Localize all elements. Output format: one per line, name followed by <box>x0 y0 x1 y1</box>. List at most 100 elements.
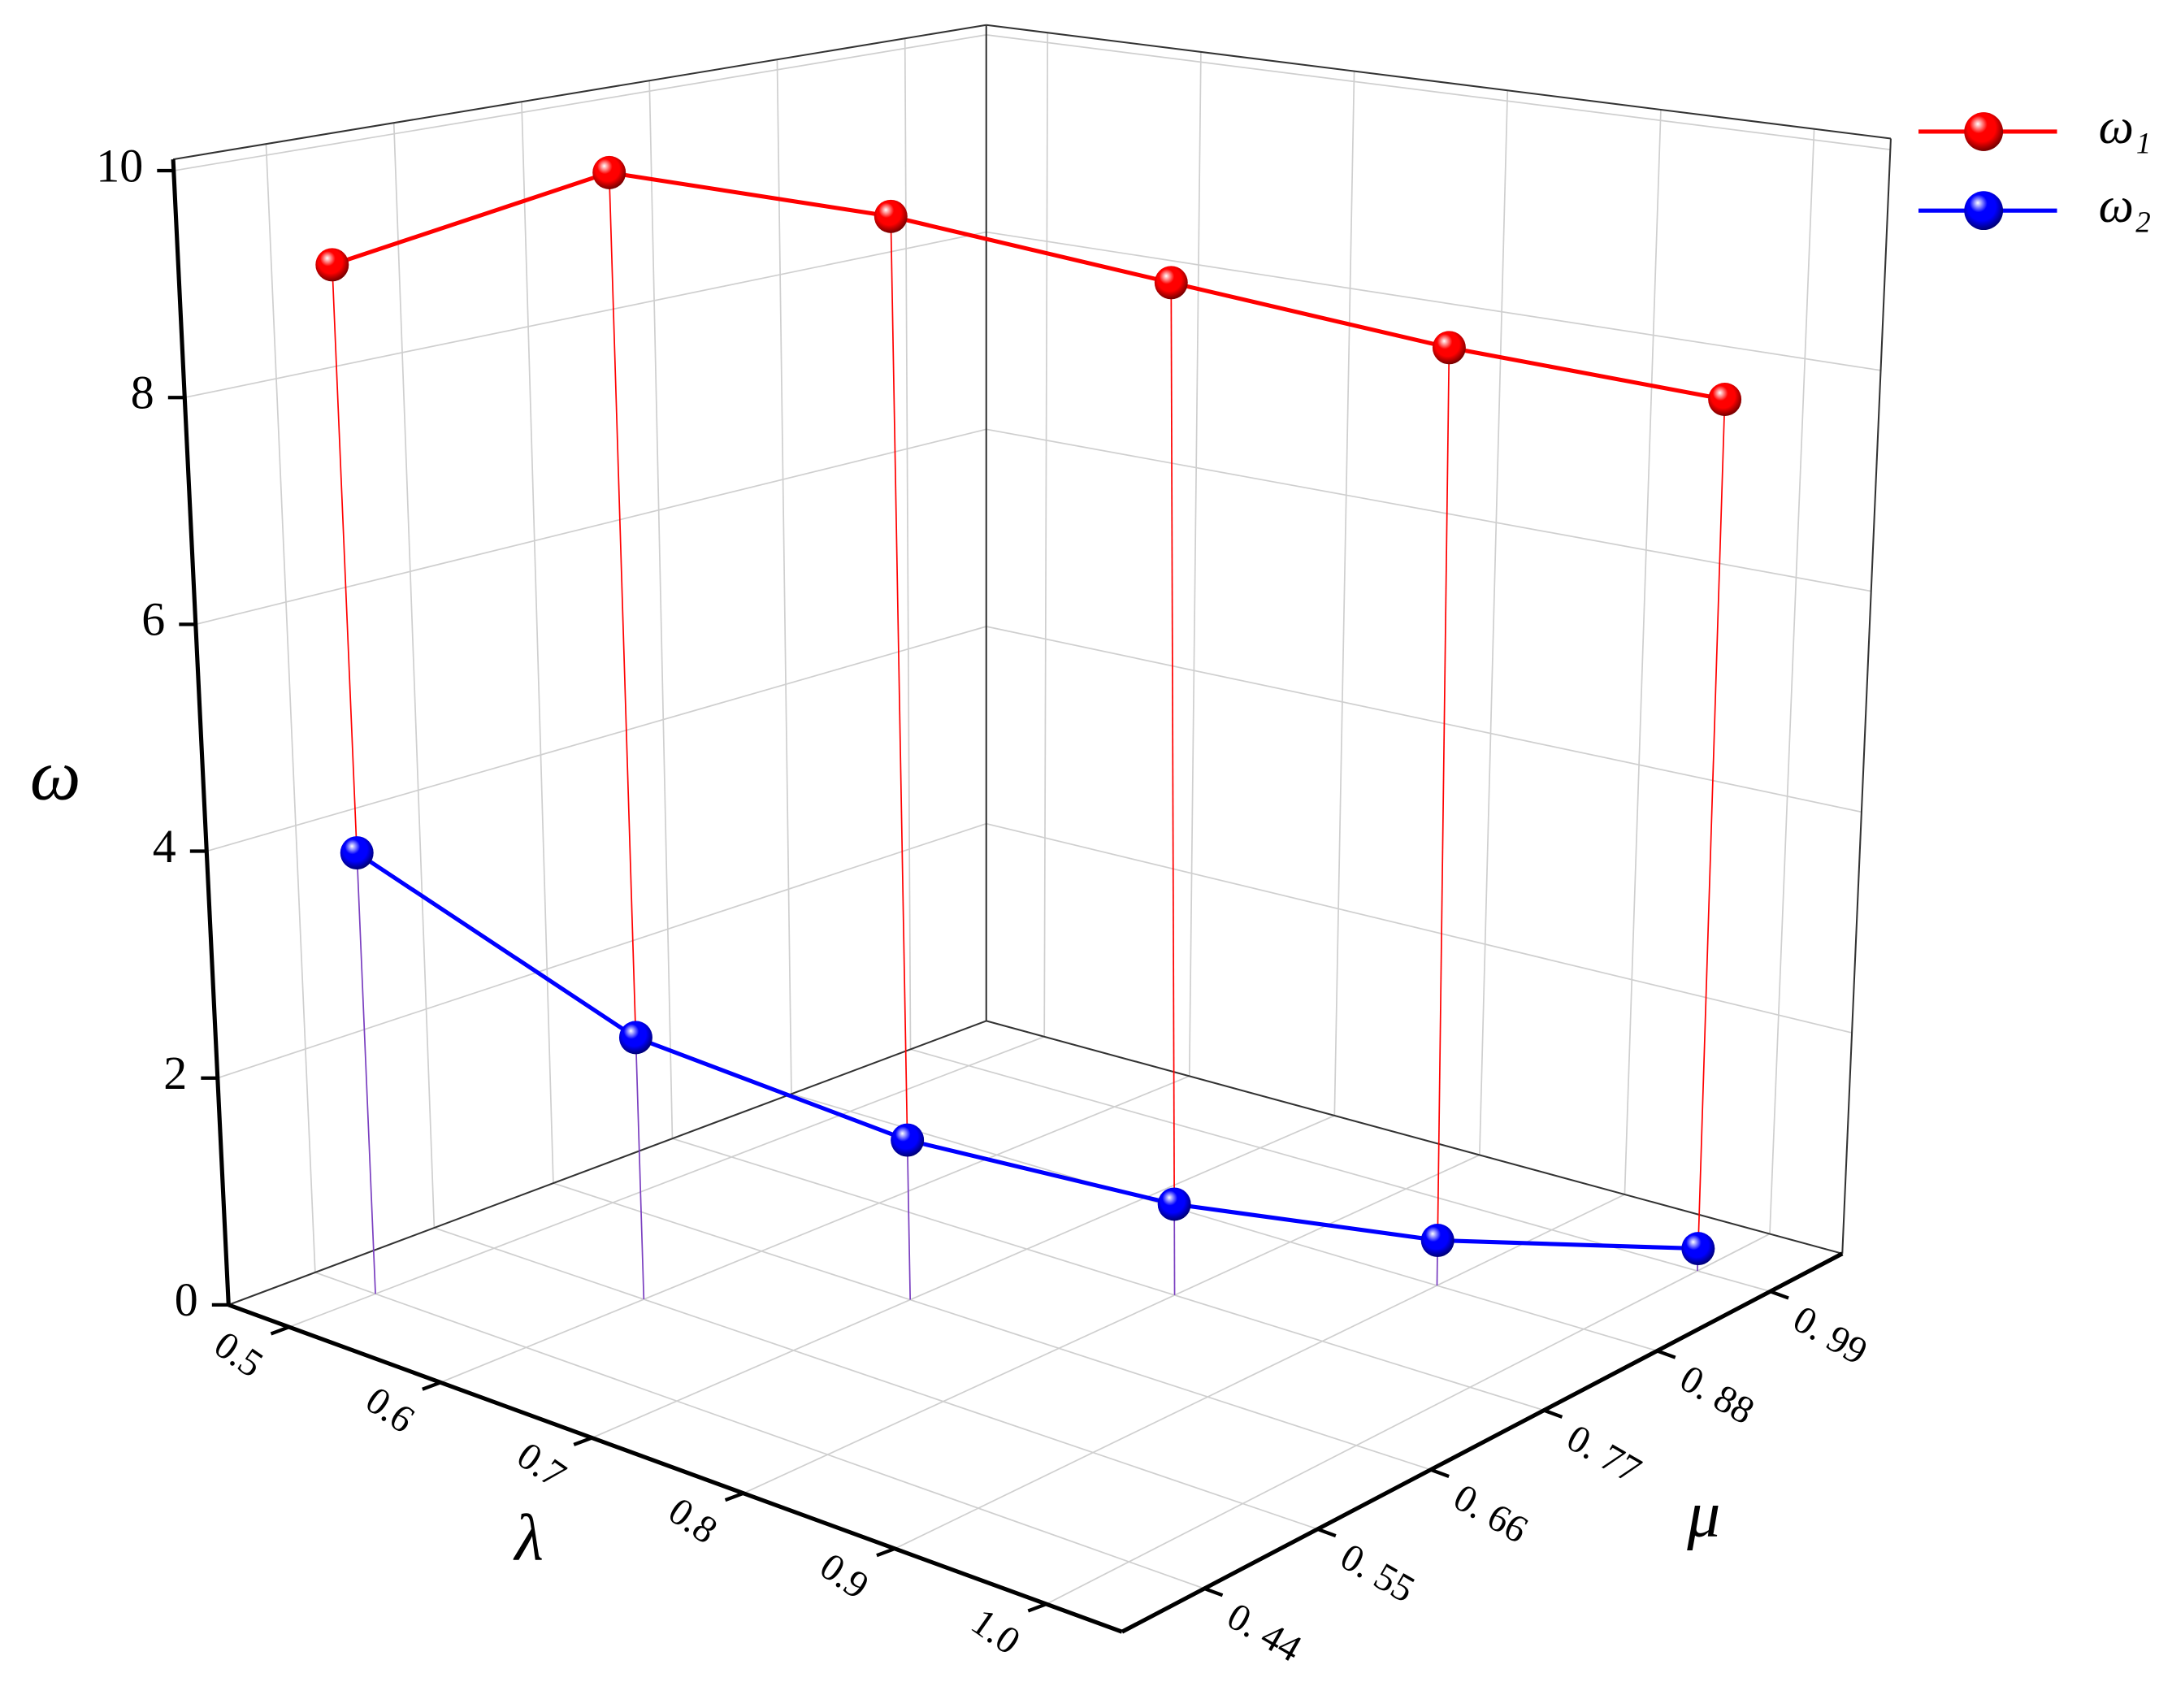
drop-line <box>608 172 637 1038</box>
grid-line <box>553 1182 1431 1471</box>
grid-line <box>743 1154 1481 1494</box>
tick <box>724 1491 744 1502</box>
box-edge <box>1841 138 1892 1254</box>
box-edge <box>986 24 1892 140</box>
grid-line <box>521 102 554 1184</box>
grid-line <box>184 231 986 399</box>
legend-label: ω₂ <box>2099 178 2152 233</box>
data-point <box>1420 1224 1455 1257</box>
x-tick-label: 0.9 <box>812 1545 876 1608</box>
grid-line <box>1043 33 1049 1037</box>
grid-line <box>910 1048 1771 1293</box>
y-tick-label: 0. 44 <box>1220 1594 1308 1671</box>
grid-line <box>1333 71 1355 1116</box>
grid-line <box>986 231 1881 371</box>
z-tick-label: 8 <box>131 366 154 419</box>
grid-line <box>173 34 986 171</box>
y-tick-label: 0. 99 <box>1786 1298 1875 1374</box>
drop-line <box>906 1140 912 1300</box>
drop-line <box>331 264 358 853</box>
z-tick-label: 2 <box>163 1047 187 1099</box>
grid-line <box>986 822 1853 1034</box>
tick <box>876 1546 896 1558</box>
data-point <box>891 1123 925 1157</box>
box-edge <box>172 24 986 161</box>
z-axis <box>171 158 231 1306</box>
grid-line <box>195 428 986 626</box>
grid-line <box>1479 90 1509 1155</box>
x-axis <box>228 1303 1123 1634</box>
tick <box>1027 1602 1047 1613</box>
grid-line <box>206 626 986 852</box>
tick <box>1543 1408 1563 1419</box>
drop-line <box>356 852 376 1294</box>
tick <box>270 1325 290 1336</box>
grid-line <box>314 1272 1205 1589</box>
grid-line <box>776 59 792 1095</box>
x-tick-label: 1.0 <box>964 1600 1028 1663</box>
grid-line <box>986 626 1862 813</box>
grid-line <box>392 123 436 1229</box>
tick <box>1203 1587 1224 1597</box>
y-axis <box>1121 1251 1844 1634</box>
y-tick-label: 0. 66 <box>1446 1476 1535 1552</box>
z-tick-label: 4 <box>153 820 176 873</box>
y-tick-label: 0. 55 <box>1333 1535 1422 1611</box>
data-point <box>1432 331 1466 365</box>
data-point <box>1681 1232 1715 1266</box>
drop-line <box>1170 282 1176 1204</box>
y-axis-label: μ <box>1686 1477 1720 1551</box>
data-point <box>1708 383 1742 416</box>
drop-line <box>1697 399 1726 1249</box>
x-tick-label: 0.7 <box>509 1434 574 1498</box>
legend-label: ω₁ <box>2099 99 2152 154</box>
x-axis-label: λ <box>513 1501 543 1575</box>
grid-line <box>1769 128 1815 1234</box>
grid-line <box>986 34 1891 150</box>
x-tick-label: 0.6 <box>358 1378 422 1441</box>
box-edge <box>228 1020 987 1306</box>
data-point <box>1154 266 1188 300</box>
drop-line <box>635 1037 645 1300</box>
series-line <box>355 851 1698 1251</box>
data-point <box>618 1021 652 1055</box>
tick <box>1316 1527 1337 1538</box>
grid-line <box>791 1093 1658 1352</box>
grid-line <box>265 144 316 1272</box>
grid-line <box>1046 1233 1771 1605</box>
x-tick-label: 0.5 <box>206 1323 271 1386</box>
grid-line <box>986 428 1871 592</box>
data-point <box>874 199 908 233</box>
data-point <box>1157 1187 1191 1221</box>
grid-line <box>434 1227 1318 1530</box>
grid-line <box>672 1138 1545 1411</box>
grid-line <box>904 38 912 1050</box>
grid-line <box>894 1194 1625 1550</box>
grid-line <box>1188 51 1202 1077</box>
tick <box>573 1436 593 1446</box>
data-point <box>340 836 374 870</box>
z-axis-label: ω <box>30 736 81 816</box>
tick <box>1656 1349 1676 1359</box>
y-tick-label: 0. 77 <box>1559 1416 1648 1493</box>
data-point <box>592 155 626 189</box>
drop-line <box>1437 347 1450 1241</box>
box-edge <box>986 1020 1843 1255</box>
series-line <box>331 170 1726 401</box>
x-tick-label: 0.8 <box>661 1489 725 1553</box>
z-tick-label: 10 <box>96 139 143 192</box>
tick <box>1429 1467 1450 1478</box>
grid-line <box>1624 109 1662 1195</box>
tick <box>1769 1290 1789 1300</box>
grid-line <box>648 80 674 1139</box>
z-tick-label: 6 <box>141 593 165 646</box>
z-tick-label: 0 <box>175 1273 198 1326</box>
y-tick-label: 0. 88 <box>1673 1357 1762 1433</box>
grid-line <box>288 1036 1045 1328</box>
data-point <box>315 248 349 282</box>
grid-line <box>592 1115 1335 1439</box>
drop-line <box>890 216 908 1141</box>
grid-line <box>440 1075 1190 1384</box>
